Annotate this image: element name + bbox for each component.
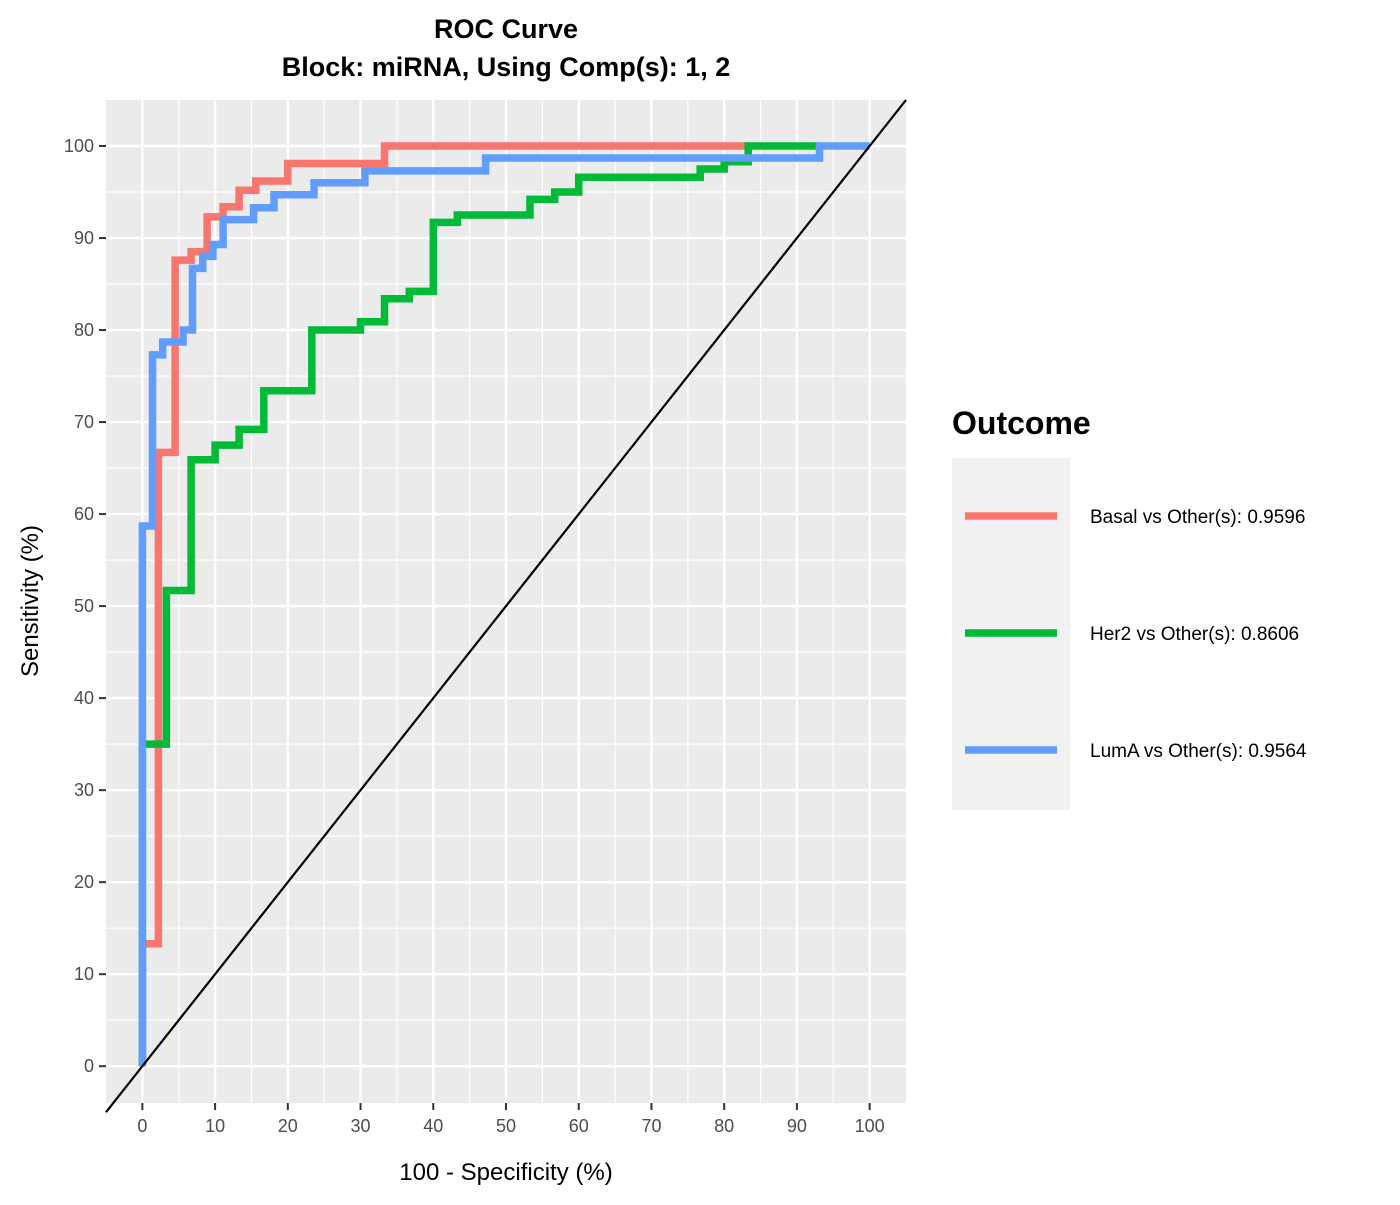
chart-subtitle: Block: miRNA, Using Comp(s): 1, 2	[282, 52, 731, 82]
series-layer	[138, 142, 870, 1067]
reference-diagonal	[105, 99, 907, 1113]
y-tick-label: 20	[74, 872, 94, 892]
x-tick-label: 100	[855, 1116, 885, 1136]
x-tick-label: 80	[714, 1116, 734, 1136]
y-tick-label: 10	[74, 964, 94, 984]
x-tick-label: 0	[137, 1116, 147, 1136]
legend-label-2: LumA vs Other(s): 0.9564	[1090, 741, 1307, 762]
x-tick-label: 50	[496, 1116, 516, 1136]
y-tick-label: 70	[74, 412, 94, 432]
x-tick-label: 90	[787, 1116, 807, 1136]
reference-layer	[105, 99, 907, 1113]
series-line-1	[138, 142, 819, 1067]
legend-title: Outcome	[952, 405, 1091, 441]
x-tick-label: 30	[351, 1116, 371, 1136]
chart-title: ROC Curve	[434, 14, 578, 44]
x-tick-label: 70	[641, 1116, 661, 1136]
y-axis-label: Sensitivity (%)	[17, 525, 44, 677]
x-tick-label: 40	[423, 1116, 443, 1136]
y-tick-label: 30	[74, 780, 94, 800]
y-tick-label: 40	[74, 688, 94, 708]
series-line-2	[138, 142, 870, 1067]
y-tick-label: 50	[74, 596, 94, 616]
x-axis-ticks: 0 10 20 30 40 50 60 70 80 90 100	[137, 1103, 885, 1136]
x-tick-label: 60	[569, 1116, 589, 1136]
legend-label-1: Her2 vs Other(s): 0.8606	[1090, 624, 1299, 645]
x-tick-label: 20	[278, 1116, 298, 1136]
y-tick-label: 100	[64, 136, 94, 156]
y-tick-label: 80	[74, 320, 94, 340]
legend-items: Basal vs Other(s): 0.9596 Her2 vs Other(s…	[965, 507, 1307, 762]
y-tick-label: 0	[84, 1056, 94, 1076]
y-axis-ticks: 0 10 20 30 40 50 60 70 80 90 100	[64, 136, 106, 1076]
legend-label-0: Basal vs Other(s): 0.9596	[1090, 507, 1305, 528]
y-tick-label: 90	[74, 228, 94, 248]
legend: Outcome Basal vs Other(s): 0.9596 Her2 vs…	[952, 405, 1307, 810]
x-tick-label: 10	[205, 1116, 225, 1136]
y-tick-label: 60	[74, 504, 94, 524]
x-axis-label: 100 - Specificity (%)	[399, 1159, 612, 1186]
